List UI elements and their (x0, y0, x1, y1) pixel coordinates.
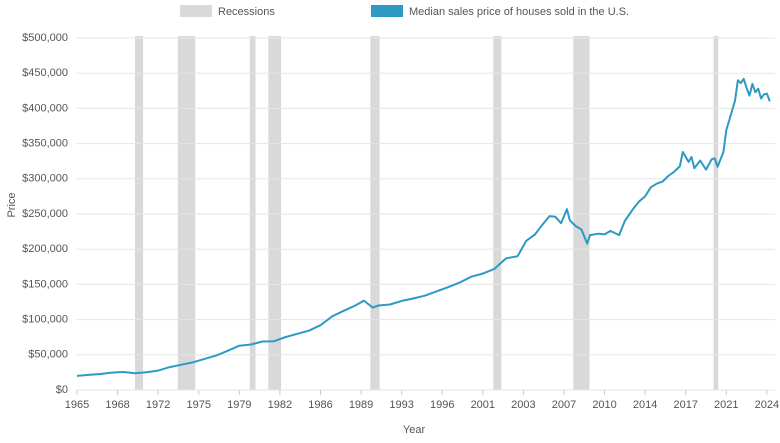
legend-swatch (180, 5, 212, 17)
legend-swatch (371, 5, 403, 17)
x-tick-label: 2014 (633, 399, 657, 411)
x-tick-label: 2017 (673, 399, 697, 411)
x-tick-label: 2010 (592, 399, 616, 411)
y-tick-label: $450,000 (22, 67, 68, 79)
recession-band (249, 36, 256, 390)
legend-label: Median sales price of houses sold in the… (409, 6, 629, 18)
y-tick-label: $250,000 (22, 208, 68, 220)
x-axis-title: Year (403, 424, 426, 436)
x-tick-label: 1986 (308, 399, 332, 411)
y-tick-label: $50,000 (28, 349, 68, 361)
recession-band (268, 36, 282, 390)
recession-band (713, 36, 719, 390)
y-tick-label: $300,000 (22, 173, 68, 185)
price-line (76, 77, 771, 377)
y-tick-label: $200,000 (22, 243, 68, 255)
y-tick-label: $0 (56, 384, 68, 396)
y-tick-label: $350,000 (22, 138, 68, 150)
x-tick-label: 1996 (430, 399, 454, 411)
recession-band (134, 36, 144, 390)
x-tick-label: 2001 (471, 399, 495, 411)
y-tick-label: $500,000 (22, 32, 68, 44)
recession-band (573, 36, 590, 390)
x-tick-label: 2003 (511, 399, 535, 411)
y-tick-label: $150,000 (22, 278, 68, 290)
recession-band (493, 36, 502, 390)
x-tick-label: 1975 (187, 399, 211, 411)
x-tick-label: 1972 (146, 399, 170, 411)
y-tick-label: $100,000 (22, 314, 68, 326)
x-tick-label: 1968 (105, 399, 129, 411)
x-tick-label: 1979 (227, 399, 251, 411)
recession-band (370, 36, 380, 390)
x-tick-label: 1982 (268, 399, 292, 411)
recession-band (177, 36, 196, 390)
x-tick-label: 2021 (714, 399, 738, 411)
x-tick-label: 2024 (755, 399, 779, 411)
x-tick-label: 1989 (349, 399, 373, 411)
legend-label: Recessions (218, 6, 275, 18)
x-tick-label: 1965 (65, 399, 89, 411)
y-tick-label: $400,000 (22, 102, 68, 114)
y-axis-title: Price (6, 192, 18, 217)
x-tick-label: 2007 (552, 399, 576, 411)
x-tick-label: 1993 (389, 399, 413, 411)
